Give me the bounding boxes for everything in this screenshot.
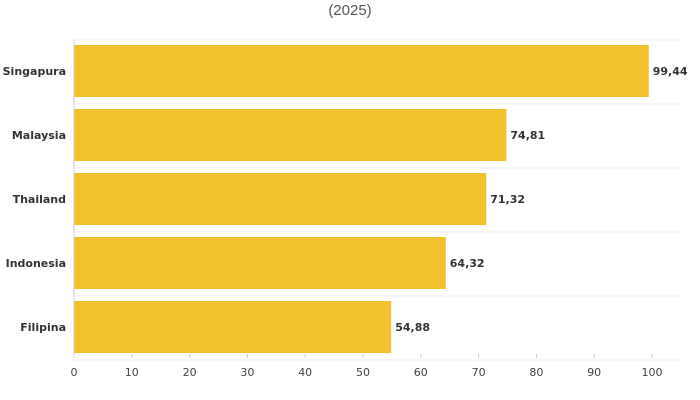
category-label: Indonesia [6,257,66,270]
value-label: 99,44 [653,65,688,78]
x-axis-ticks: 0 10 20 30 40 50 60 70 80 90 100 [71,354,663,379]
x-tick-label: 20 [183,366,197,379]
value-label: 74,81 [510,129,545,142]
x-tick-label: 0 [71,366,78,379]
category-label: Malaysia [12,129,66,142]
value-label: 54,88 [395,321,430,334]
category-label: Filipina [20,321,66,334]
x-tick-label: 10 [125,366,139,379]
bar-indonesia [74,237,446,289]
chart-title: (2025) [328,2,371,19]
category-labels: Singapura Malaysia Thailand Indonesia Filipi… [3,65,66,334]
bar-malaysia [74,109,507,161]
x-tick-label: 80 [529,366,543,379]
x-tick-label: 50 [356,366,370,379]
bar-thailand [74,173,487,225]
x-tick-label: 90 [587,366,601,379]
x-tick-label: 30 [240,366,254,379]
value-label: 64,32 [450,257,485,270]
category-label: Singapura [3,65,66,78]
bar-filipina [74,301,392,353]
x-tick-label: 60 [414,366,428,379]
x-tick-label: 100 [642,366,663,379]
value-label: 71,32 [490,193,525,206]
bars [74,45,649,353]
value-labels: 99,44 74,81 71,32 64,32 54,88 [395,65,688,334]
gridlines [74,39,680,361]
bar-singapura [74,45,649,97]
category-label: Thailand [13,193,66,206]
x-tick-label: 70 [472,366,486,379]
x-tick-label: 40 [298,366,312,379]
